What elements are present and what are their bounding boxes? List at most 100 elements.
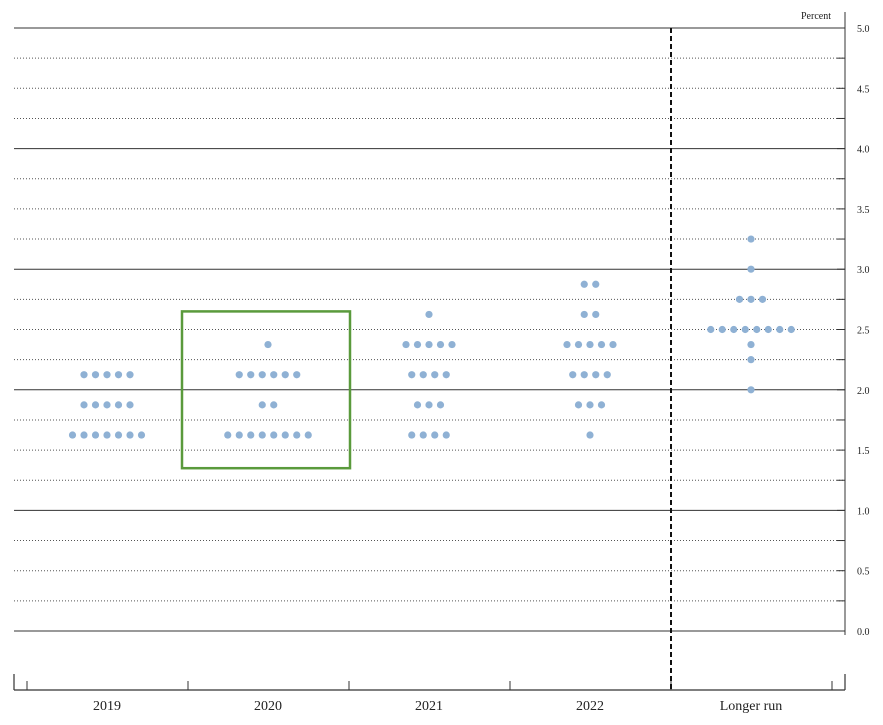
- projection-dot: [586, 431, 594, 439]
- projection-dot: [91, 431, 100, 439]
- projection-dot: [419, 431, 427, 439]
- projection-dot: [304, 431, 312, 439]
- projection-dot: [431, 431, 439, 439]
- y-tick-label: 0.0: [857, 627, 870, 638]
- projection-dot: [448, 340, 456, 349]
- projection-dot: [91, 371, 100, 379]
- projection-dot: [270, 371, 278, 379]
- projection-dot: [747, 235, 755, 243]
- projection-dot: [258, 431, 266, 439]
- projection-dot: [747, 265, 755, 273]
- projection-dot: [270, 401, 278, 409]
- projection-dot: [747, 295, 755, 303]
- projection-dot: [580, 280, 588, 288]
- projection-dot: [718, 325, 726, 334]
- unit-label: Percent: [801, 11, 831, 22]
- projection-dot: [609, 340, 617, 349]
- projection-dot: [281, 371, 289, 379]
- projection-dot: [442, 371, 450, 379]
- projection-dot: [735, 295, 744, 303]
- y-tick-label: 3.0: [857, 265, 870, 276]
- projection-dot: [753, 325, 761, 334]
- projection-dot: [281, 431, 289, 439]
- x-category-label: Longer run: [720, 699, 783, 714]
- projection-dot: [730, 325, 738, 334]
- projection-dot: [580, 371, 588, 379]
- axes: [13, 12, 846, 691]
- y-tick-label: 1.0: [857, 506, 870, 517]
- x-category-label: 2020: [254, 699, 282, 714]
- projection-dot: [114, 401, 123, 409]
- dots: [68, 235, 795, 439]
- projection-dot: [413, 401, 422, 409]
- projection-dot: [235, 371, 243, 379]
- projection-dot: [563, 340, 571, 349]
- projection-dot: [126, 431, 134, 439]
- projection-dot: [258, 401, 266, 409]
- projection-dot: [126, 371, 134, 379]
- projection-dot: [787, 325, 795, 334]
- projection-dot: [68, 431, 77, 439]
- projection-dot: [80, 431, 88, 439]
- x-category-label: 2022: [576, 699, 604, 714]
- projection-dot: [126, 401, 134, 409]
- projection-dot: [402, 340, 410, 349]
- projection-dot: [408, 371, 416, 379]
- projection-dot: [597, 340, 606, 349]
- projection-dot: [574, 340, 583, 349]
- projection-dot: [247, 371, 255, 379]
- projection-dot: [235, 431, 243, 439]
- x-category-label: 2019: [93, 699, 121, 714]
- projection-dot: [741, 325, 749, 334]
- projection-dot: [592, 280, 600, 288]
- projection-dot: [103, 401, 111, 409]
- projection-dot: [91, 401, 100, 409]
- projection-dot: [293, 431, 301, 439]
- highlight-box-layer: [180, 310, 352, 470]
- projection-dot: [707, 325, 715, 334]
- projection-dot: [764, 325, 772, 334]
- projection-dot: [293, 371, 301, 379]
- x-category-label: 2021: [415, 699, 443, 714]
- projection-dot: [747, 356, 755, 364]
- projection-dot: [747, 340, 755, 349]
- projection-dot: [586, 340, 594, 349]
- y-tick-label: 2.5: [857, 326, 870, 337]
- projection-dot: [597, 401, 606, 409]
- projection-dot: [442, 431, 450, 439]
- y-tick-label: 1.5: [857, 446, 870, 457]
- projection-dot: [425, 401, 433, 409]
- projection-dot: [247, 431, 255, 439]
- y-tick-label: 0.5: [857, 567, 870, 578]
- labels: Percent 0.0 0.5 1.0 1.5 2.0 2.5 3.0 3.5 4.0 4.5 5.…: [93, 11, 870, 714]
- projection-dot: [114, 431, 123, 439]
- projection-dot: [569, 371, 577, 379]
- projection-dot: [436, 340, 445, 349]
- y-tick-label: 2.0: [857, 386, 870, 397]
- y-tick-label: 5.0: [857, 24, 870, 35]
- projection-dot: [580, 310, 588, 319]
- projection-dot: [776, 325, 784, 334]
- projection-dot: [224, 431, 232, 439]
- highlight-box: [180, 310, 352, 470]
- projection-dot: [80, 401, 88, 409]
- projection-dot: [425, 310, 433, 319]
- projection-dot: [270, 431, 278, 439]
- projection-dot: [408, 431, 416, 439]
- projection-dot: [603, 371, 611, 379]
- projection-dot: [80, 371, 88, 379]
- projection-dot: [425, 340, 433, 349]
- projection-dot: [264, 340, 272, 349]
- projection-dot: [137, 431, 146, 439]
- projection-dot: [419, 371, 427, 379]
- projection-dot: [103, 371, 111, 379]
- y-tick-label: 3.5: [857, 205, 870, 216]
- projection-dot: [413, 340, 422, 349]
- projection-dot: [436, 401, 445, 409]
- projection-dot: [592, 310, 600, 319]
- projection-dot: [114, 371, 123, 379]
- y-tick-label: 4.0: [857, 145, 870, 156]
- projection-dot: [758, 295, 767, 303]
- projection-dot: [431, 371, 439, 379]
